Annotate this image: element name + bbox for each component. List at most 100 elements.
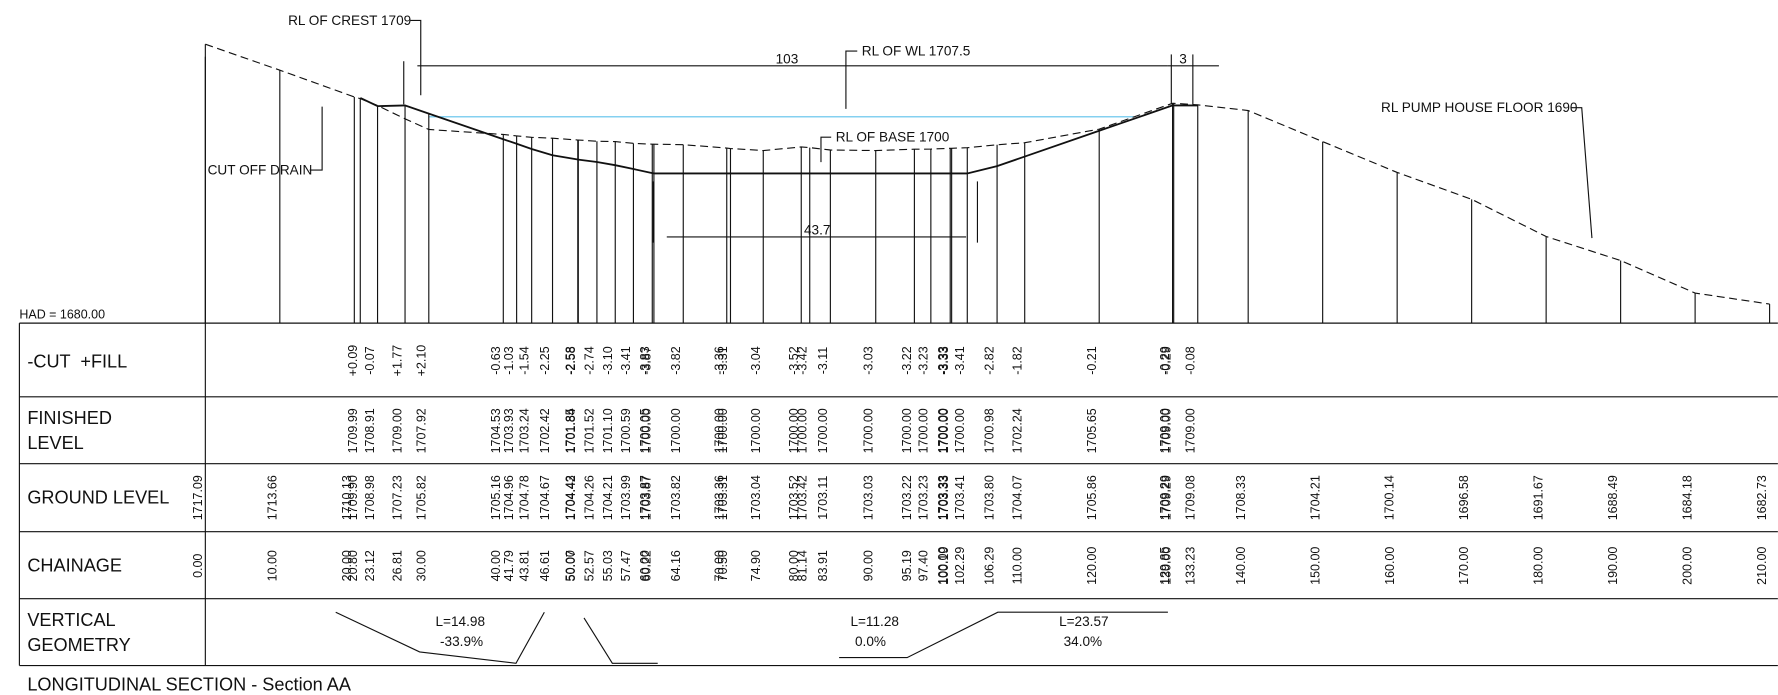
ground-level: 1705.16	[489, 475, 503, 520]
ground-level: 1703.82	[669, 475, 683, 520]
base-width-label: 43.7	[804, 223, 830, 238]
cut-fill: -1.82	[1010, 346, 1024, 374]
finished-level: 1700.00	[716, 408, 730, 453]
finished-level: 1700.00	[936, 408, 950, 453]
chainage: 55.03	[601, 550, 615, 581]
row-label: VERTICAL	[27, 610, 115, 630]
cut-fill: +1.77	[391, 345, 405, 377]
chainage: 160.00	[1383, 547, 1397, 585]
finished-level: 1700.05	[638, 408, 652, 453]
chainage: 60.22	[640, 550, 654, 581]
cut-fill: -2.74	[583, 346, 597, 374]
chainage: 120.00	[1085, 547, 1099, 585]
chainage: 180.00	[1532, 547, 1546, 585]
ground-level: 1700.14	[1383, 475, 1397, 520]
chainage: 81.14	[795, 550, 809, 581]
cut-fill: -3.10	[601, 346, 615, 374]
ground-level: 1682.73	[1755, 475, 1769, 520]
chainage: 20.00	[340, 550, 354, 581]
ground-level: 1708.98	[363, 475, 377, 520]
leader	[1571, 107, 1593, 239]
chainage: 50.07	[564, 550, 578, 581]
cut-fill: -0.63	[489, 346, 503, 374]
ground-level: 1704.96	[502, 475, 516, 520]
ground-level: 1710.13	[340, 475, 354, 520]
ground-level: 1709.90	[346, 475, 360, 520]
ground-level: 1707.23	[391, 475, 405, 520]
cut-fill: +2.10	[414, 345, 428, 377]
finished-level: 1709.00	[1183, 408, 1197, 453]
vg-grade: 34.0%	[1064, 634, 1103, 649]
cut-fill: -0.29	[1158, 346, 1172, 374]
chainage: 74.90	[749, 550, 763, 581]
ground-level: 1691.67	[1532, 475, 1546, 520]
ground-level: 1688.49	[1606, 475, 1620, 520]
chainage: 106.29	[983, 547, 997, 585]
ground-level: 1703.04	[749, 475, 763, 520]
finished-level: 1700.00	[816, 408, 830, 453]
finished-level: 1701.85	[563, 408, 577, 453]
finished-level: 1701.10	[601, 408, 615, 453]
finished-level: 1700.98	[983, 408, 997, 453]
ground-level: 1704.42	[564, 475, 578, 520]
ground-level: 1703.41	[953, 475, 967, 520]
finished-level: 1700.00	[640, 408, 654, 453]
cut-fill: -2.58	[563, 346, 577, 374]
vg-length: L=14.98	[435, 614, 485, 629]
finished-level: 1700.59	[619, 408, 633, 453]
vg-length: L=11.28	[850, 614, 899, 629]
cut-fill: +0.09	[346, 345, 360, 377]
ground-level: 1703.87	[638, 475, 652, 520]
chainage: 41.79	[502, 550, 516, 581]
leader	[309, 106, 323, 171]
ground-level: 1703.33	[936, 475, 950, 520]
ground-level: 1703.31	[716, 475, 730, 520]
cut-fill: -3.31	[716, 346, 730, 374]
vg-line	[335, 611, 1168, 664]
chainage: 43.81	[517, 550, 531, 581]
chainage: 64.16	[669, 550, 683, 581]
drain-label: CUT OFF DRAIN	[208, 163, 313, 178]
vg-length: L=23.57	[1059, 614, 1109, 629]
finished-level: 1700.00	[712, 408, 726, 453]
cut-fill: -3.04	[749, 346, 763, 374]
ground-line	[205, 43, 1770, 305]
cut-fill: -3.41	[619, 346, 633, 374]
row-label: GEOMETRY	[27, 635, 130, 655]
ground-level: 1703.42	[795, 475, 809, 520]
chainage: 50.00	[563, 550, 577, 581]
finished-level: 1709.00	[391, 408, 405, 453]
chainage: 10.00	[265, 550, 279, 581]
chainage: 83.91	[816, 550, 830, 581]
title: LONGITUDINAL SECTION - Section AA	[27, 674, 352, 694]
wl-label: RL OF WL 1707.5	[862, 44, 971, 59]
chainage: 210.00	[1755, 547, 1769, 585]
row-label: GROUND LEVEL	[27, 487, 169, 507]
chainage: 200.00	[1681, 547, 1695, 585]
ground-level: 1703.33	[937, 475, 951, 520]
cut-fill: -0.08	[1183, 346, 1197, 374]
cut-fill: -3.82	[669, 346, 683, 374]
cut-fill: -2.58	[564, 346, 578, 374]
cut-fill: -3.11	[816, 347, 830, 375]
ground-level: 1709.29	[1159, 475, 1173, 520]
finished-level: 1700.00	[787, 408, 801, 453]
chainage: 70.00	[712, 550, 726, 581]
row-label: CHAINAGE	[27, 555, 122, 575]
finished-level: 1700.00	[749, 408, 763, 453]
chainage: 52.57	[583, 550, 597, 581]
finished-level: 1700.00	[669, 408, 683, 453]
chainage: 100.00	[936, 547, 950, 585]
cut-fill: -3.52	[787, 346, 801, 374]
finished-level: 1702.24	[1010, 408, 1024, 453]
finished-level: 1700.00	[916, 408, 930, 453]
chainage: 190.00	[1606, 547, 1620, 585]
row-label: LEVEL	[27, 433, 83, 453]
chainage: 70.50	[716, 550, 730, 581]
ground-level: 1703.11	[816, 476, 830, 520]
ground-level: 1696.58	[1457, 475, 1471, 520]
chainage: 46.61	[538, 550, 552, 581]
vg-grade: -33.9%	[440, 634, 483, 649]
ground-level: 1703.23	[916, 475, 930, 520]
chainage: 90.00	[861, 550, 875, 581]
